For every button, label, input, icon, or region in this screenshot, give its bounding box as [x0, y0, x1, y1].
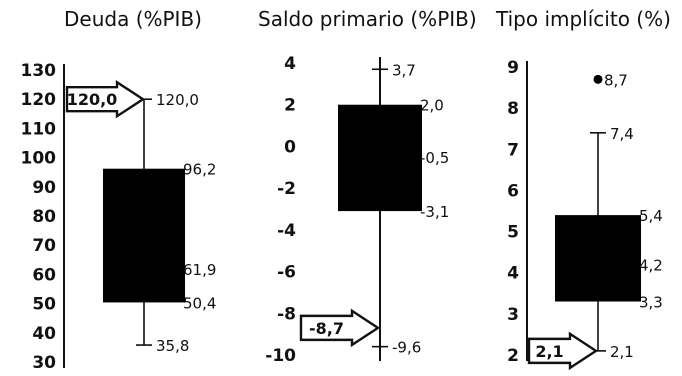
chart-2-label-max: 3,7	[392, 61, 416, 79]
chart-3-label-min: 2,1	[610, 343, 634, 361]
chart-1-tick-label: 130	[21, 61, 57, 81]
chart-2-arrow-label: -8,7	[309, 319, 344, 338]
chart-1-box	[103, 168, 185, 303]
chart-1-tick-label: 50	[32, 295, 56, 315]
chart-3-tick-label: 8	[507, 99, 519, 119]
chart-3-tick-label: 6	[507, 181, 519, 201]
chart-1-arrow-label: 120,0	[67, 90, 118, 109]
chart-1-tick-label: 30	[32, 353, 56, 373]
chart-1-title: Deuda (%PIB)	[64, 7, 202, 31]
chart-3-tick-label: 7	[507, 140, 519, 160]
chart-3-label-max: 7,4	[610, 125, 634, 143]
chart-3-arrow-label: 2,1	[535, 342, 563, 361]
chart-1-tick-label: 120	[21, 90, 57, 110]
chart-2-label-q3: 2,0	[420, 97, 444, 115]
chart-1-tick-label: 60	[32, 265, 56, 285]
chart-1-tick-label: 90	[32, 178, 56, 198]
chart-1-tick-label: 80	[32, 207, 56, 227]
chart-2-tick-label: -2	[277, 179, 296, 199]
chart-2-tick-label: -10	[265, 346, 296, 366]
chart-3-tick-label: 5	[507, 223, 519, 243]
chart-3-tick-label: 4	[507, 264, 519, 284]
chart-2-title: Saldo primario (%PIB)	[258, 7, 477, 31]
chart-1-tick-label: 70	[32, 236, 56, 256]
chart-3-tick-label: 2	[507, 346, 519, 366]
chart-1-label-max: 120,0	[156, 91, 199, 109]
chart-2-label-q1: -3,1	[420, 203, 449, 221]
chart-3-label-outlier: 8,7	[604, 71, 628, 89]
chart-1-tick-label: 110	[21, 119, 57, 139]
chart-3-title: Tipo implícito (%)	[495, 7, 671, 31]
chart-2-tick-label: 0	[284, 137, 296, 157]
chart-3-label-median: 4,2	[639, 256, 663, 274]
chart-3-label-q3: 5,4	[639, 207, 663, 225]
chart-2-tick-label: 4	[284, 54, 296, 74]
chart-2-tick-label: -4	[277, 221, 296, 241]
chart-3-tick-label: 3	[507, 305, 519, 325]
chart-1-arrow-marker	[65, 79, 146, 119]
chart-1-label-median: 61,9	[183, 261, 216, 279]
chart-1-label-q1: 50,4	[183, 294, 216, 312]
chart-2-label-median: -0,5	[420, 149, 449, 167]
chart-2-tick-label: -8	[277, 304, 296, 324]
chart-3-box	[555, 215, 641, 302]
chart-2-tick-label: -6	[277, 263, 296, 283]
chart-3-arrow-marker	[527, 331, 599, 371]
chart-1-label-min: 35,8	[156, 337, 189, 355]
chart-3-tick-label: 9	[507, 58, 519, 78]
chart-2-label-min: -9,6	[392, 339, 421, 357]
chart-2-tick-label: 2	[284, 96, 296, 116]
chart-3-outlier-point	[593, 74, 603, 84]
chart-1-tick-label: 40	[32, 324, 56, 344]
chart-3-label-q1: 3,3	[639, 294, 663, 312]
chart-2-box	[338, 104, 422, 212]
chart-1-tick-label: 100	[21, 149, 57, 169]
chart-1-label-q3: 96,2	[183, 161, 216, 179]
chart-2-arrow-marker	[299, 308, 381, 348]
